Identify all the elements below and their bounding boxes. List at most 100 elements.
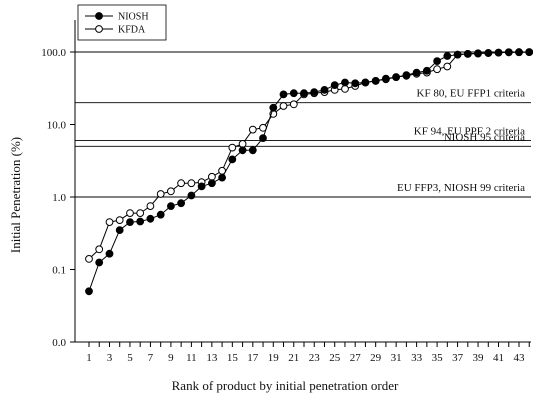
legend-label-kfda: KFDA bbox=[118, 25, 146, 36]
niosh-data-point bbox=[289, 89, 298, 98]
niosh-data-point bbox=[105, 249, 114, 258]
legend: NIOSH KFDA bbox=[77, 4, 167, 41]
x-tick-label: 35 bbox=[432, 352, 444, 364]
y-tick-label: 0.1 bbox=[52, 265, 66, 277]
niosh-data-point bbox=[494, 48, 503, 57]
niosh-data-point bbox=[341, 78, 349, 87]
niosh-data-point bbox=[85, 287, 93, 296]
x-tick-label: 19 bbox=[268, 352, 280, 364]
niosh-data-point bbox=[218, 173, 227, 182]
niosh-data-point bbox=[515, 48, 523, 57]
niosh-data-point bbox=[330, 81, 339, 89]
niosh-data-point bbox=[453, 50, 462, 59]
niosh-data-point bbox=[361, 78, 370, 87]
legend-box bbox=[77, 4, 167, 41]
x-tick-label: 37 bbox=[452, 352, 464, 364]
niosh-data-point bbox=[474, 49, 482, 58]
niosh-data-point bbox=[433, 57, 442, 65]
kfda-data-point bbox=[136, 209, 145, 218]
kfda-data-point bbox=[443, 62, 452, 71]
x-tick-label: 17 bbox=[247, 352, 259, 364]
niosh-data-point bbox=[259, 134, 267, 143]
kfda-data-point bbox=[156, 190, 165, 198]
niosh-data-point bbox=[504, 48, 513, 57]
x-tick-label: 23 bbox=[309, 352, 321, 364]
niosh-data-point bbox=[238, 146, 247, 155]
reference-line-label: NIOSH 95 criteria bbox=[444, 131, 525, 143]
kfda-series-line bbox=[88, 51, 530, 260]
niosh-data-point bbox=[525, 48, 533, 56]
kfda-data-point bbox=[167, 187, 175, 196]
kfda-data-point bbox=[289, 100, 298, 109]
y-tick-label: 0.0 bbox=[52, 337, 66, 349]
niosh-data-point bbox=[463, 50, 472, 58]
kfda-data-point bbox=[433, 65, 442, 74]
x-tick-label: 39 bbox=[473, 352, 485, 364]
kfda-data-point bbox=[248, 125, 257, 134]
niosh-data-point bbox=[197, 182, 206, 191]
kfda-data-point bbox=[228, 143, 237, 152]
niosh-data-point bbox=[95, 258, 104, 267]
niosh-data-point bbox=[136, 217, 145, 226]
niosh-data-point bbox=[300, 89, 308, 98]
niosh-data-point bbox=[402, 71, 411, 79]
reference-line-label: KF 80, EU FFP1 criteria bbox=[417, 88, 526, 100]
niosh-data-point bbox=[443, 52, 452, 60]
y-tick-label: 1.0 bbox=[52, 192, 66, 204]
kfda-data-point bbox=[208, 172, 216, 181]
kfda-legend-marker bbox=[95, 25, 103, 33]
niosh-data-point bbox=[187, 191, 196, 200]
kfda-data-point bbox=[95, 245, 104, 254]
x-tick-label: 5 bbox=[127, 352, 133, 364]
x-tick-label: 41 bbox=[493, 352, 504, 364]
niosh-data-point bbox=[484, 49, 493, 57]
niosh-data-point bbox=[156, 210, 165, 219]
kfda-data-point bbox=[279, 102, 288, 110]
niosh-data-point bbox=[320, 86, 329, 94]
kfda-data-point bbox=[85, 255, 93, 263]
niosh-data-point bbox=[177, 199, 186, 208]
x-tick-label: 13 bbox=[206, 352, 218, 364]
kfda-data-point bbox=[187, 179, 196, 188]
x-tick-label: 3 bbox=[107, 352, 113, 364]
reference-line-label: EU FFP3, NIOSH 99 criteria bbox=[397, 182, 525, 194]
x-tick-label: 1 bbox=[86, 352, 92, 364]
x-tick-label: 21 bbox=[288, 352, 299, 364]
x-tick-label: 43 bbox=[514, 352, 526, 364]
niosh-data-point bbox=[167, 202, 175, 211]
kfda-data-point bbox=[177, 179, 186, 188]
x-tick-label: 15 bbox=[227, 352, 239, 364]
niosh-data-point bbox=[412, 68, 421, 77]
plot-frame bbox=[74, 20, 531, 343]
niosh-data-point bbox=[423, 66, 431, 75]
x-axis-title: Rank of product by initial penetration o… bbox=[172, 378, 399, 393]
niosh-data-point bbox=[208, 179, 216, 188]
x-tick-label: 31 bbox=[391, 352, 402, 364]
x-tick-label: 9 bbox=[168, 352, 174, 364]
niosh-data-point bbox=[310, 88, 319, 96]
niosh-data-point bbox=[146, 214, 155, 223]
niosh-legend-marker bbox=[95, 12, 103, 20]
niosh-data-point bbox=[248, 146, 257, 155]
kfda-data-point bbox=[238, 140, 247, 148]
niosh-data-point bbox=[392, 73, 401, 81]
kfda-data-point bbox=[341, 85, 349, 93]
niosh-data-point bbox=[382, 75, 390, 84]
niosh-data-point bbox=[228, 155, 237, 164]
kfda-data-point bbox=[115, 216, 124, 225]
reference-line-label: KF 94, EU PPF 2 criteria bbox=[414, 126, 525, 138]
kfda-data-point bbox=[146, 202, 155, 211]
niosh-data-point bbox=[371, 77, 380, 85]
legend-label-niosh: NIOSH bbox=[118, 12, 149, 23]
x-tick-label: 11 bbox=[186, 352, 197, 364]
x-tick-label: 27 bbox=[350, 352, 362, 364]
x-tick-label: 7 bbox=[148, 352, 154, 364]
niosh-data-point bbox=[269, 103, 278, 112]
x-tick-label: 29 bbox=[370, 352, 382, 364]
x-tick-label: 33 bbox=[411, 352, 423, 364]
niosh-data-point bbox=[351, 79, 360, 88]
niosh-data-point bbox=[279, 90, 288, 99]
y-tick-label: 100.0 bbox=[41, 47, 66, 59]
